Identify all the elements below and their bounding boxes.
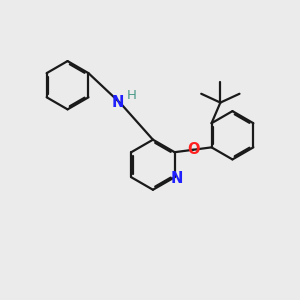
Text: O: O: [187, 142, 199, 157]
Text: N: N: [112, 94, 124, 110]
Text: N: N: [171, 171, 183, 186]
Text: H: H: [127, 89, 137, 102]
